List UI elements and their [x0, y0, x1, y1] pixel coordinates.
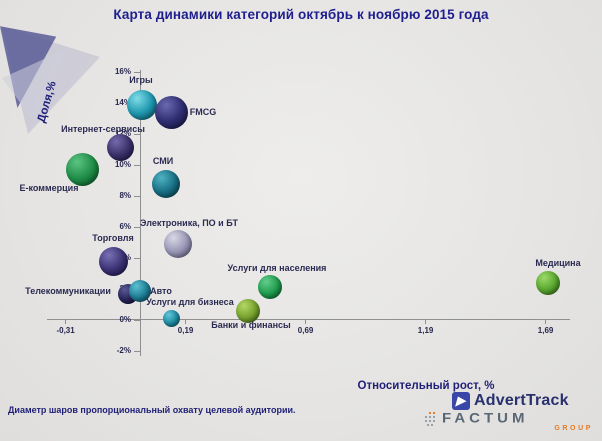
y-tick-label: 12% [89, 129, 131, 138]
bubble-label: Игры [129, 75, 153, 85]
chart-bubble [162, 309, 180, 327]
y-tick-label: 10% [114, 160, 131, 169]
factum-group-text: GROUP [554, 425, 593, 432]
x-tick-label: 1,69 [537, 326, 554, 335]
factum-dots-icon [425, 411, 437, 426]
y-tick-mark [134, 164, 140, 166]
y-axis-line [139, 70, 141, 356]
bubble-label: Медицина [535, 258, 581, 268]
y-tick-label: 16% [114, 67, 131, 76]
y-tick-label: 0% [119, 315, 131, 324]
adverttrack-logo: AdvertTrack [452, 392, 595, 410]
x-axis-line [47, 318, 570, 320]
chart-bubble [536, 270, 560, 295]
y-axis-title: Доля,% [35, 79, 59, 125]
x-tick-label: -0,31 [56, 326, 75, 335]
x-tick-mark [305, 319, 307, 324]
x-tick-label: 1,19 [417, 326, 434, 335]
chart-bubble [99, 246, 129, 276]
chart-bubble [236, 298, 260, 323]
bubble-label: Услуги для бизнеса [146, 297, 234, 307]
y-tick-label: 14% [114, 98, 131, 107]
adverttrack-logo-text: AdvertTrack [474, 392, 569, 409]
y-tick-label: 8% [119, 191, 131, 200]
chart-bubble [129, 279, 151, 302]
bubble-label: Торговля [92, 233, 134, 243]
bubble-label: Банки и финансы [211, 320, 291, 330]
x-tick-mark [185, 319, 187, 324]
x-axis-title: Относительный рост, % [357, 380, 495, 392]
y-tick-label: 6% [119, 222, 131, 231]
footnote: Диаметр шаров пропорциональный охвату це… [8, 405, 296, 415]
chart-bubble [154, 95, 188, 129]
factum-logo-text: FACTUM [442, 410, 529, 427]
bubble-label: Телекоммуникации [25, 286, 111, 296]
bubble-label: Электроника, ПО и БТ [140, 218, 238, 228]
y-tick-label: -2% [116, 346, 131, 355]
y-tick-mark [134, 226, 140, 228]
bubble-label: СМИ [152, 156, 174, 166]
bubble-label: Авто [150, 286, 172, 296]
x-tick-label: 0,19 [177, 326, 194, 335]
chart-bubble [65, 153, 99, 187]
y-tick-mark [134, 350, 140, 352]
x-tick-mark [425, 319, 427, 324]
bubble-label: Услуги для населения [227, 263, 327, 273]
x-tick-mark [545, 319, 547, 324]
y-tick-mark [134, 319, 140, 321]
chart-title: Карта динамики категорий октябрь к ноябр… [113, 7, 489, 22]
logo-block: AdvertTrack FACTUM GROUP [425, 392, 595, 432]
y-tick-mark [134, 133, 140, 135]
chart-bubble [164, 230, 193, 259]
chart-bubble [107, 134, 135, 162]
chart-bubble [152, 169, 181, 198]
bubble-label: Интернет-сервисы [61, 124, 145, 134]
x-tick-mark [65, 319, 67, 324]
bubble-label: FMCG [189, 107, 217, 117]
y-tick-mark [134, 71, 140, 73]
chart-bubble [257, 275, 282, 300]
x-tick-label: 0,69 [297, 326, 314, 335]
chart-bubble [127, 89, 158, 120]
y-tick-mark [134, 195, 140, 197]
factum-logo: FACTUM [425, 410, 595, 427]
adverttrack-arrow-icon [452, 392, 470, 410]
bubble-label: Е-коммерция [19, 183, 79, 193]
y-tick-mark [134, 257, 140, 259]
